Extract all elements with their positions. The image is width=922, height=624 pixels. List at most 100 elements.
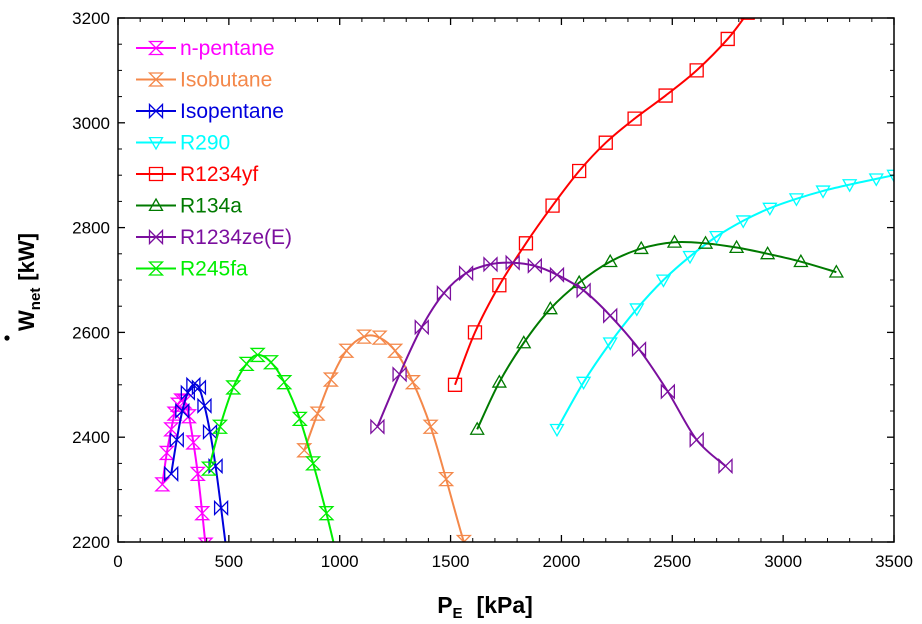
data-point-R1234yf-9 bbox=[689, 63, 704, 78]
data-point-R290-7 bbox=[735, 215, 751, 229]
data-point-R134a-2 bbox=[516, 335, 532, 349]
legend-marker-R134a bbox=[148, 197, 164, 212]
data-point-R1234ze(E)-10 bbox=[603, 307, 618, 324]
data-point-R134a-7 bbox=[666, 234, 683, 248]
data-point-Isobutane-10 bbox=[455, 534, 472, 542]
data-point-n-pentane-11 bbox=[197, 537, 214, 542]
x-tick-label-2: 1000 bbox=[321, 552, 359, 571]
x-axis-title-unit: [kPa] bbox=[477, 592, 533, 618]
data-point-Isopentane-5 bbox=[191, 379, 207, 396]
legend-label-R290: R290 bbox=[180, 132, 230, 155]
data-point-R134a-6 bbox=[633, 240, 649, 255]
legend-item-R245fa: R245fa bbox=[136, 258, 248, 281]
data-point-R290-5 bbox=[682, 250, 698, 265]
data-point-R1234ze(E)-3 bbox=[436, 285, 452, 302]
y-tick-label-3: 2800 bbox=[72, 219, 110, 238]
data-point-R245fa-0 bbox=[200, 461, 217, 476]
data-point-R290-2 bbox=[602, 337, 618, 351]
data-point-R290-8 bbox=[762, 202, 778, 217]
data-point-Isobutane-6 bbox=[387, 343, 404, 358]
series-line-R245fa bbox=[207, 353, 335, 542]
legend-marker-R290 bbox=[148, 136, 164, 151]
data-point-n-pentane-9 bbox=[189, 466, 206, 482]
series-line-R134a bbox=[476, 240, 837, 430]
x-tick-label-4: 2000 bbox=[543, 552, 581, 571]
legend-label-Isopentane: Isopentane bbox=[180, 100, 284, 123]
data-point-R134a-11 bbox=[793, 253, 809, 268]
data-point-R290-10 bbox=[815, 185, 831, 199]
data-point-R245fa-6 bbox=[276, 375, 293, 390]
data-point-R245fa-3 bbox=[238, 356, 255, 371]
data-point-Isobutane-8 bbox=[422, 419, 439, 434]
y-tick-label-1: 2400 bbox=[72, 428, 110, 447]
x-tick-label-0: 0 bbox=[113, 552, 122, 571]
legend-item-Isobutane: Isobutane bbox=[136, 69, 272, 92]
data-point-R134a-1 bbox=[491, 374, 507, 388]
data-point-R290-12 bbox=[868, 173, 884, 187]
data-point-Isobutane-9 bbox=[438, 471, 455, 487]
data-point-R245fa-8 bbox=[305, 456, 322, 471]
legend-label-Isobutane: Isobutane bbox=[180, 69, 272, 92]
data-point-Isobutane-0 bbox=[296, 443, 313, 458]
data-point-R1234yf-10 bbox=[720, 31, 735, 47]
x-tick-label-3: 1500 bbox=[432, 552, 470, 571]
data-point-R290-3 bbox=[629, 303, 645, 317]
y-axis-title-main: W bbox=[14, 310, 39, 331]
legend: n-pentane Isobutane Isopentane R290 R1234yf R… bbox=[136, 37, 292, 281]
y-tick-label-5: 3200 bbox=[72, 9, 110, 28]
series-R134a bbox=[469, 234, 844, 435]
data-point-Isobutane-4 bbox=[356, 329, 373, 344]
data-point-R1234ze(E)-2 bbox=[414, 319, 429, 336]
x-axis-title-main: P bbox=[437, 592, 452, 618]
data-point-R290-1 bbox=[575, 376, 592, 390]
data-point-Isopentane-0 bbox=[164, 465, 179, 482]
data-point-R1234ze(E)-5 bbox=[483, 256, 498, 273]
series-line-R1234yf bbox=[454, 18, 746, 386]
data-point-R134a-5 bbox=[602, 253, 618, 268]
legend-label-R1234yf: R1234yf bbox=[180, 163, 258, 186]
data-point-R290-9 bbox=[788, 193, 805, 207]
data-point-R245fa-1 bbox=[211, 419, 229, 434]
data-point-R1234yf-6 bbox=[598, 135, 613, 150]
series-layer bbox=[154, 18, 894, 542]
x-tick-label-6: 3000 bbox=[764, 552, 802, 571]
y-axis-title-dot bbox=[4, 335, 10, 341]
series-line-Isopentane bbox=[170, 383, 227, 542]
data-point-R1234ze(E)-7 bbox=[527, 257, 542, 274]
series-Isopentane bbox=[164, 376, 229, 542]
series-R245fa bbox=[200, 347, 335, 542]
legend-marker-R1234ze(E) bbox=[148, 228, 164, 246]
legend-item-Isopentane: Isopentane bbox=[136, 100, 284, 123]
legend-item-R134a: R134a bbox=[136, 195, 242, 218]
data-point-R245fa-5 bbox=[262, 355, 280, 370]
legend-item-R290: R290 bbox=[136, 132, 230, 155]
data-point-R290-6 bbox=[709, 230, 725, 245]
data-point-R1234ze(E)-9 bbox=[576, 282, 591, 299]
legend-label-n-pentane: n-pentane bbox=[180, 37, 275, 60]
data-point-R1234yf-8 bbox=[658, 88, 673, 103]
data-point-Isopentane-1 bbox=[169, 431, 184, 448]
series-R1234ze(E) bbox=[370, 254, 733, 475]
series-R1234yf bbox=[447, 18, 755, 392]
legend-label-R245fa: R245fa bbox=[180, 258, 248, 281]
data-point-Isobutane-7 bbox=[404, 375, 421, 390]
data-point-Isobutane-3 bbox=[338, 343, 355, 358]
data-point-n-pentane-1 bbox=[158, 445, 175, 461]
y-tick-label-4: 3000 bbox=[72, 114, 110, 133]
data-point-R1234yf-0 bbox=[447, 377, 463, 392]
legend-marker-R1234yf bbox=[148, 166, 164, 182]
y-tick-label-2: 2600 bbox=[72, 323, 110, 342]
x-axis-title-sub: E bbox=[453, 605, 463, 622]
data-point-Isopentane-7 bbox=[202, 423, 218, 441]
x-tick-label-1: 500 bbox=[215, 552, 243, 571]
legend-item-R1234ze(E): R1234ze(E) bbox=[136, 226, 292, 249]
data-point-R1234ze(E)-0 bbox=[370, 418, 385, 435]
data-point-R1234yf-2 bbox=[492, 278, 507, 293]
data-point-Isobutane-5 bbox=[371, 330, 388, 345]
y-axis-title: Wnet [kW] bbox=[4, 233, 44, 341]
x-tick-label-5: 2500 bbox=[653, 552, 691, 571]
data-point-R134a-3 bbox=[542, 301, 558, 315]
data-point-Isopentane-6 bbox=[197, 397, 212, 414]
data-point-R290-11 bbox=[842, 179, 858, 193]
